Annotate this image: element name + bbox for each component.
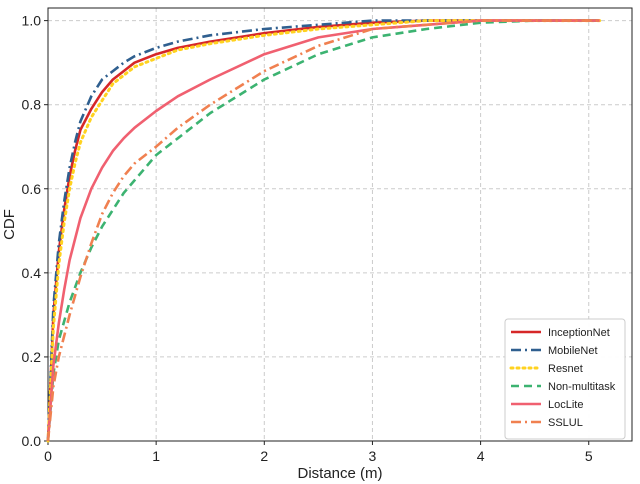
x-tick-label: 3 bbox=[369, 448, 377, 464]
y-tick-label: 0.0 bbox=[22, 433, 42, 449]
legend-label: LocLite bbox=[548, 399, 583, 411]
legend-label: Non-multitask bbox=[548, 381, 616, 393]
y-axis-label: CDF bbox=[1, 209, 18, 240]
x-tick-label: 5 bbox=[585, 448, 593, 464]
tick-labels: 0 1 2 3 4 5 0.0 0.2 0.4 0.6 0.8 1.0 bbox=[22, 13, 593, 464]
x-axis-label: Distance (m) bbox=[297, 465, 382, 482]
series-line-resnet bbox=[46, 19, 602, 443]
series-line-mobilenet bbox=[46, 19, 600, 442]
legend-label: MobileNet bbox=[548, 345, 598, 357]
x-tick-label: 4 bbox=[477, 448, 485, 464]
series-lines bbox=[46, 19, 602, 443]
x-tick-label: 2 bbox=[260, 448, 268, 464]
x-tick-label: 1 bbox=[152, 448, 160, 464]
y-tick-label: 1.0 bbox=[22, 13, 42, 29]
tick-marks bbox=[44, 20, 590, 445]
y-tick-label: 0.8 bbox=[22, 97, 42, 113]
y-tick-label: 0.2 bbox=[22, 349, 42, 365]
x-tick-label: 0 bbox=[44, 448, 52, 464]
y-tick-label: 0.6 bbox=[22, 181, 42, 197]
legend-label: Resnet bbox=[548, 363, 583, 375]
legend-label: SSLUL bbox=[548, 417, 583, 429]
y-tick-label: 0.4 bbox=[22, 265, 42, 281]
plot-frame bbox=[47, 7, 633, 442]
series-line-sslul bbox=[46, 19, 600, 442]
series-line-non-multitask bbox=[46, 19, 600, 442]
legend: InceptionNet MobileNet Resnet Non-multitask… bbox=[504, 318, 626, 440]
legend-label: InceptionNet bbox=[548, 327, 610, 339]
